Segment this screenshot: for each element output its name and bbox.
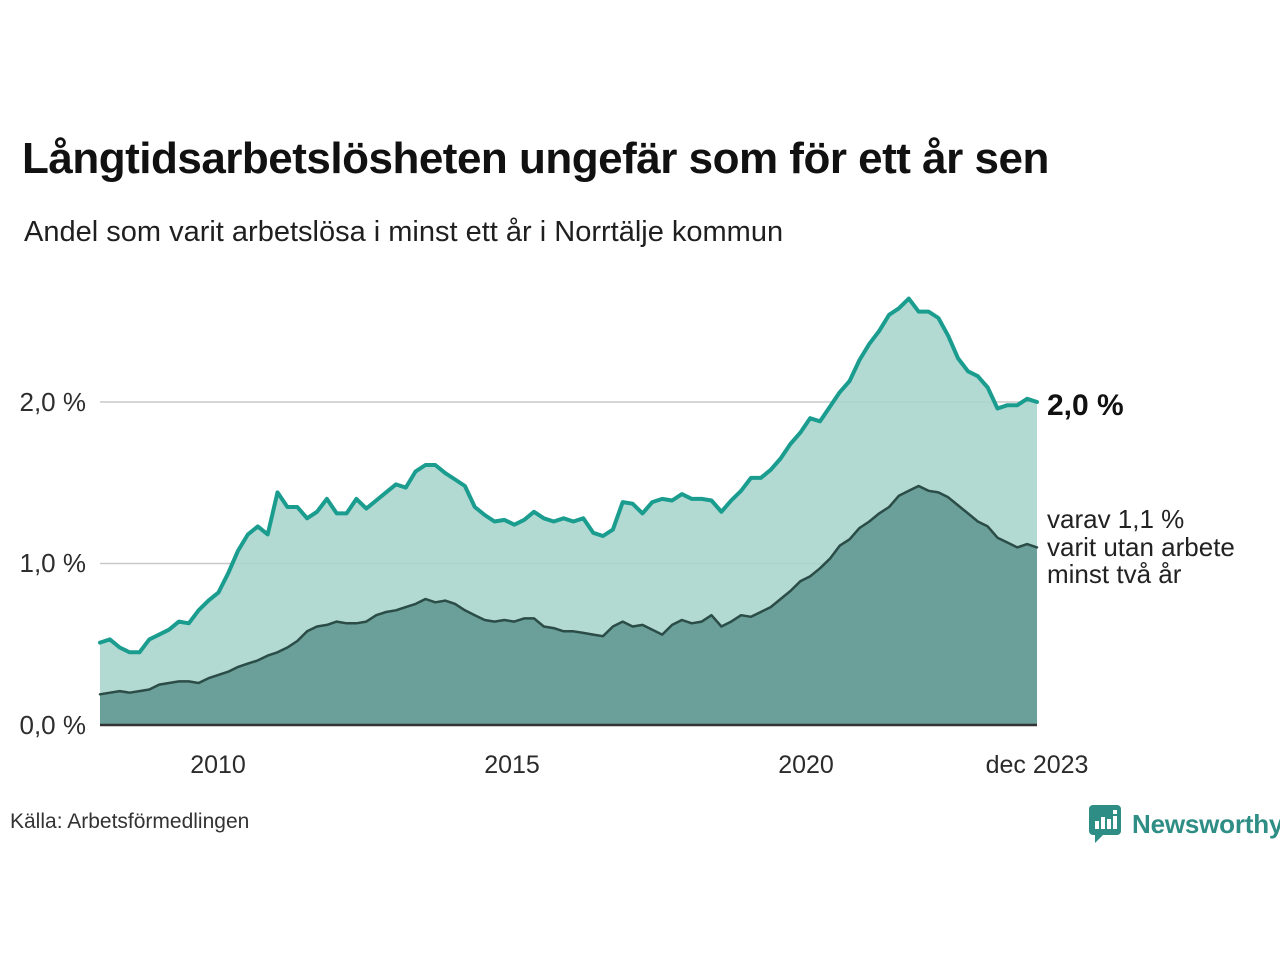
series-end-label-total: 2,0 % (1047, 389, 1124, 422)
x-axis-tick-dec-2023: dec 2023 (985, 751, 1089, 779)
x-axis-tick-2020: 2020 (778, 751, 834, 779)
x-axis-tick-2015: 2015 (484, 751, 540, 779)
series-end-label-subset-line1: varav 1,1 % (1047, 504, 1185, 534)
page-title: Långtidsarbetslösheten ungefär som för e… (22, 134, 1049, 183)
y-axis-tick-0: 0,0 % (19, 710, 87, 740)
x-axis-tick-2010: 2010 (190, 751, 246, 779)
source-caption: Källa: Arbetsförmedlingen (10, 810, 250, 833)
y-axis-tick-2: 2,0 % (19, 387, 87, 417)
series-end-label-subset-line2: varit utan arbete (1047, 531, 1235, 562)
series-end-label-subset-line3: minst två år (1047, 559, 1182, 589)
series-end-label-subset: varav 1,1 % varit utan arbete minst två … (1047, 504, 1235, 589)
logo-wordmark: Newsworthy (1132, 808, 1280, 839)
newsworthy-logo: Newsworthy (1088, 804, 1280, 844)
page-subtitle: Andel som varit arbetslösa i minst ett å… (24, 216, 784, 248)
bar-chart-speech-bubble-icon (1089, 805, 1121, 843)
y-axis-tick-1: 1,0 % (19, 548, 87, 578)
